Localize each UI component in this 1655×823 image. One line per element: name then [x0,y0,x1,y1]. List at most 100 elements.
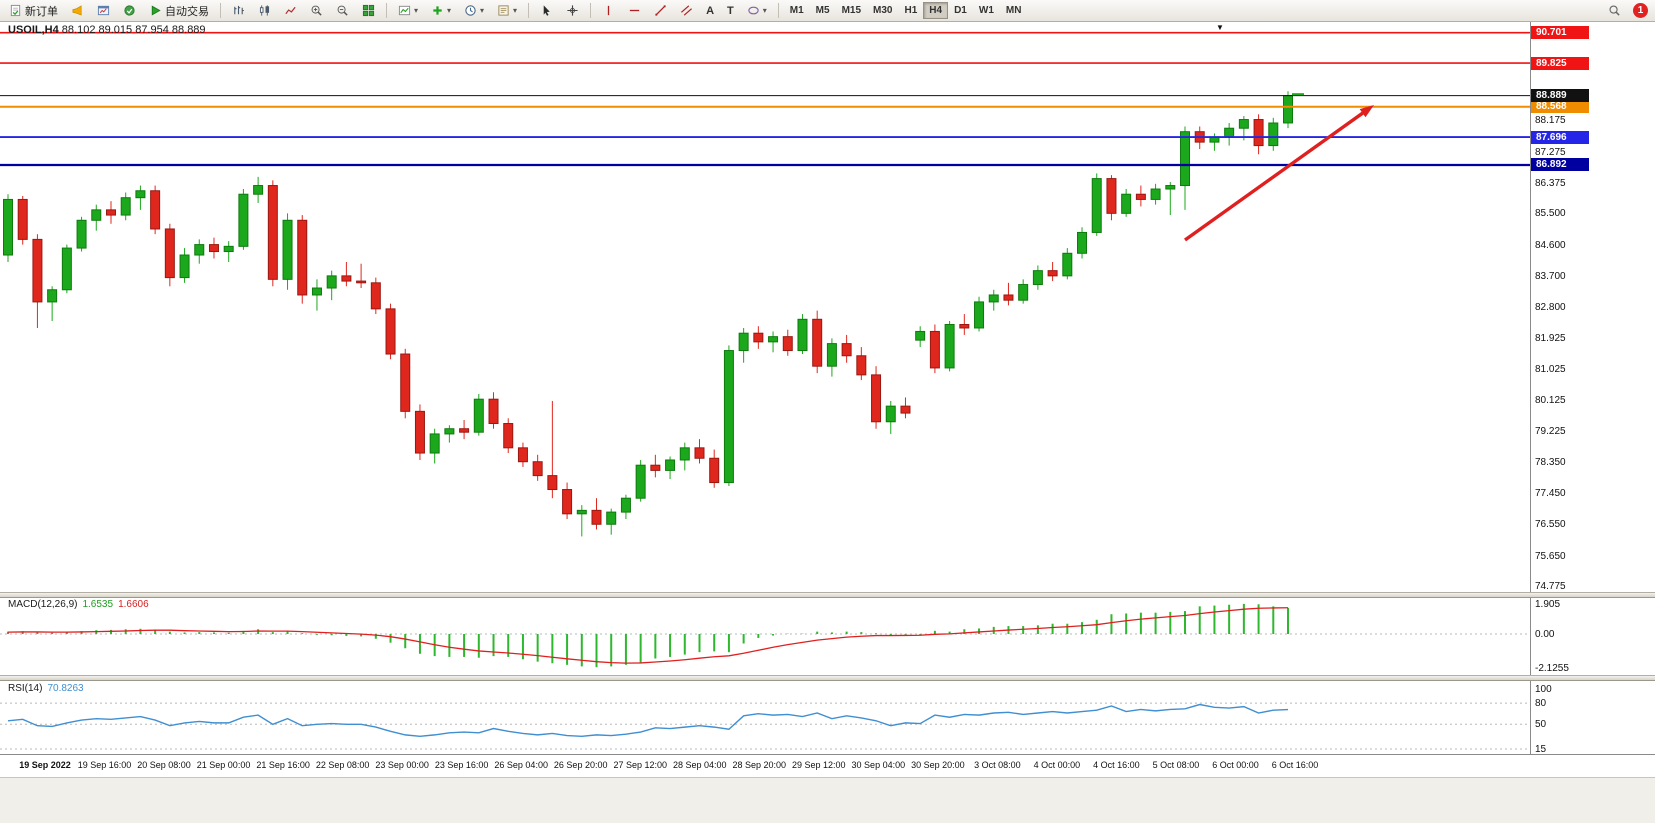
candle-up [135,190,146,199]
toolbar-separator [590,3,592,18]
text-tool-label: A [706,4,715,17]
candle-down [385,308,396,355]
chart-window-button[interactable] [92,2,115,20]
candle-up [768,336,779,343]
chart-window-icon [97,5,110,16]
indicators-button[interactable]: ▾ [393,2,423,20]
horizontal-line-icon [629,9,640,12]
shapes-tool-button[interactable]: ▾ [742,2,772,20]
candle-up [944,324,955,369]
candle-down [782,336,793,352]
alerts-button[interactable] [66,2,89,20]
candle-up [1268,122,1279,147]
trendline-tool-button[interactable] [649,2,672,20]
add-indicator-button[interactable]: ▾ [426,2,456,20]
shapes-icon [748,6,759,15]
search-button[interactable] [1603,2,1626,20]
candle-up [988,294,999,303]
trendline-icon [655,5,666,16]
market-watch-button[interactable] [118,2,141,20]
timeframe-button-m15[interactable]: M15 [836,2,867,19]
candle-up [1091,178,1102,233]
timeframe-button-h1[interactable]: H1 [898,2,923,19]
label-tool-label: T [727,4,734,17]
candle-up [238,193,249,247]
channel-tool-button[interactable] [675,2,698,20]
candle-up [91,209,102,221]
timeframe-button-mn[interactable]: MN [1000,2,1028,19]
candle-up [1165,185,1176,190]
chevron-down-icon: ▾ [513,5,518,15]
crosshair-tool-button[interactable] [561,2,584,20]
candle-down [503,423,514,449]
cursor-tool-button[interactable] [535,2,558,20]
timeframe-button-d1[interactable]: D1 [948,2,973,19]
timeframe-button-m1[interactable]: M1 [784,2,810,19]
zoom-in-button[interactable] [305,2,328,20]
panel-divider-rsi[interactable] [0,675,1655,681]
candle-up [223,245,234,253]
rsi-line [7,703,1289,737]
cursor-icon [543,5,550,16]
notification-badge[interactable]: 1 [1633,3,1648,18]
candle-down [517,447,528,463]
candle-down [32,238,43,303]
candle-up [282,219,293,280]
toolbar-separator [386,3,387,18]
candlestick-chart-button[interactable] [253,2,276,20]
candle-up [885,405,896,423]
candle-down [1047,270,1058,277]
text-tool-button[interactable]: A [701,2,719,20]
candle-up [606,511,617,525]
templates-button[interactable]: ▾ [492,2,522,20]
candle-down [591,509,602,525]
price-scale-border [1530,21,1531,754]
timeframe-button-w1[interactable]: W1 [973,2,1000,19]
candle-down [532,461,543,477]
text-label-tool-button[interactable]: T [722,2,739,20]
market-watch-icon [124,5,135,16]
toolbar-right-group: 1 [1602,2,1652,20]
timeframe-button-h4[interactable]: H4 [923,2,949,19]
zoom-out-button[interactable] [331,2,354,20]
new-order-icon [10,4,21,17]
panel-divider-macd[interactable] [0,592,1655,598]
bar-chart-button[interactable] [227,2,250,20]
candle-up [194,244,205,256]
periods-button[interactable]: ▾ [459,2,489,20]
candle-down [694,447,705,459]
search-icon [1609,5,1620,16]
candle-up [635,464,646,499]
candle-down [753,332,764,343]
chevron-down-icon: ▾ [447,5,452,15]
candle-down [841,343,852,357]
candle-up [826,343,837,367]
candle-up [1121,193,1132,214]
candle-down [164,228,175,279]
timeframe-button-m5[interactable]: M5 [810,2,836,19]
trend-arrow[interactable] [1184,109,1367,242]
candle-down [959,324,970,329]
horizontal-line-tool-button[interactable] [623,2,646,20]
vertical-line-tool-button[interactable] [597,2,620,20]
candle-down [356,280,367,284]
candle-up [253,185,264,195]
vertical-line-icon [607,5,610,16]
candle-down [105,209,116,216]
candle-down [400,353,411,412]
toolbar: 新订单 自动交易 [0,0,1655,22]
new-order-button[interactable]: 新订单 [4,2,63,20]
candle-down [650,464,661,471]
autotrading-button[interactable]: 自动交易 [144,2,214,20]
candle-up [120,197,131,216]
candle-down [17,198,28,240]
timeframe-button-m30[interactable]: M30 [867,2,898,19]
candle-up [1180,131,1191,187]
line-chart-button[interactable] [279,2,302,20]
candle-up [179,254,190,279]
candle-down [1106,178,1117,214]
tile-windows-button[interactable] [357,2,380,20]
candle-down [1003,294,1014,301]
candle-up [679,447,690,461]
